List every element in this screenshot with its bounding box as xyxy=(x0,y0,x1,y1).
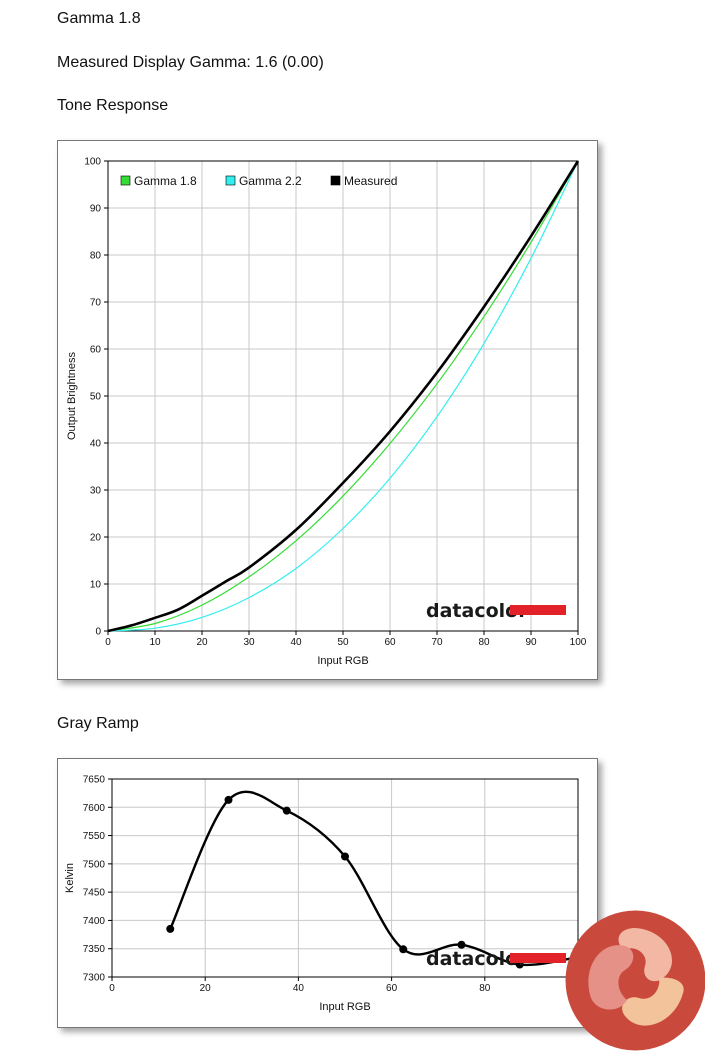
kelvin-point xyxy=(341,852,349,861)
kelvin-point xyxy=(457,940,466,949)
kelvin-point xyxy=(166,924,175,933)
kelvin-point xyxy=(224,795,233,804)
y-tick-label: 100 xyxy=(84,157,101,168)
legend-measured-label: Measured xyxy=(344,174,397,188)
y-tick-label: 40 xyxy=(90,439,102,450)
x-tick-label: 30 xyxy=(243,637,255,648)
y-tick-label: 10 xyxy=(90,580,102,591)
kelvin-point xyxy=(399,945,408,954)
gamma-2-2-line xyxy=(107,160,579,632)
x-tick-label: 80 xyxy=(479,983,491,994)
y-tick-label: 50 xyxy=(90,392,102,403)
x-axis-label: Input RGB xyxy=(319,1001,370,1013)
datacolor-logo-text: datacolor xyxy=(426,600,528,622)
datacolor-logo-text: datacolor xyxy=(426,948,528,970)
legend-gamma-1-8-swatch xyxy=(120,175,131,186)
x-tick-label: 20 xyxy=(200,983,212,994)
gray-ramp-chart: 0204060801007300735074007450750075507600… xyxy=(64,775,587,1014)
kelvin-point xyxy=(282,806,291,815)
y-tick-label: 70 xyxy=(90,298,102,309)
y-tick-label: 7650 xyxy=(83,775,106,786)
y-tick-label: 0 xyxy=(95,627,101,638)
plot-border xyxy=(111,778,579,978)
y-tick-label: 7400 xyxy=(83,916,106,927)
y-tick-label: 60 xyxy=(90,345,102,356)
x-tick-label: 10 xyxy=(149,637,161,648)
legend-gamma-2-2-swatch xyxy=(225,175,236,186)
y-axis-label: Kelvin xyxy=(64,863,76,893)
gray-ramp-panel: 0204060801007300735074007450750075507600… xyxy=(57,758,598,1028)
x-tick-label: 0 xyxy=(105,637,111,648)
y-tick-label: 7600 xyxy=(83,803,106,814)
x-tick-label: 40 xyxy=(290,637,302,648)
gray-ramp-heading: Gray Ramp xyxy=(57,715,139,732)
tone-response-panel: 0 10 20 30 40 50 60 70 80 90 100 0 10 20 30 40 50 60 70 80 9… xyxy=(57,140,598,680)
x-tick-label: 70 xyxy=(431,637,443,648)
x-tick-label: 100 xyxy=(570,637,587,648)
y-tick-label: 7550 xyxy=(83,831,106,842)
y-tick-label: 7450 xyxy=(83,888,106,899)
legend-measured-swatch xyxy=(330,175,341,186)
x-tick-label: 0 xyxy=(109,983,115,994)
x-tick-label: 50 xyxy=(337,637,349,648)
datacolor-logo-bar xyxy=(510,953,566,963)
x-tick-label: 40 xyxy=(293,983,305,994)
plot-border xyxy=(107,160,579,632)
y-tick-label: 7350 xyxy=(83,944,106,955)
datacolor-logo-bar xyxy=(510,605,566,615)
y-axis-label: Output Brightness xyxy=(66,351,78,440)
y-tick-label: 20 xyxy=(90,533,102,544)
y-tick-label: 80 xyxy=(90,251,102,262)
y-tick-label: 7500 xyxy=(83,859,106,870)
measured-gamma-heading: Measured Display Gamma: 1.6 (0.00) xyxy=(57,54,324,71)
x-tick-label: 80 xyxy=(478,637,490,648)
y-tick-label: 90 xyxy=(90,204,102,215)
gamma-target-heading: Gamma 1.8 xyxy=(57,10,141,27)
y-tick-label: 30 xyxy=(90,486,102,497)
x-tick-label: 90 xyxy=(525,637,537,648)
x-tick-label: 60 xyxy=(384,637,396,648)
x-tick-label: 20 xyxy=(196,637,208,648)
x-tick-label: 60 xyxy=(386,983,398,994)
site-logo-icon xyxy=(565,910,705,1051)
legend-gamma-2-2-label: Gamma 2.2 xyxy=(239,174,302,188)
measured-line xyxy=(107,160,580,633)
tone-response-heading: Tone Response xyxy=(57,97,169,114)
x-axis-label: Input RGB xyxy=(317,655,368,667)
y-tick-label: 7300 xyxy=(83,973,106,984)
legend-gamma-1-8-label: Gamma 1.8 xyxy=(134,174,197,188)
tone-response-chart: 0 10 20 30 40 50 60 70 80 90 100 0 10 20 30 40 50 60 70 80 9… xyxy=(66,157,587,668)
gamma-1-8-line xyxy=(107,160,579,632)
